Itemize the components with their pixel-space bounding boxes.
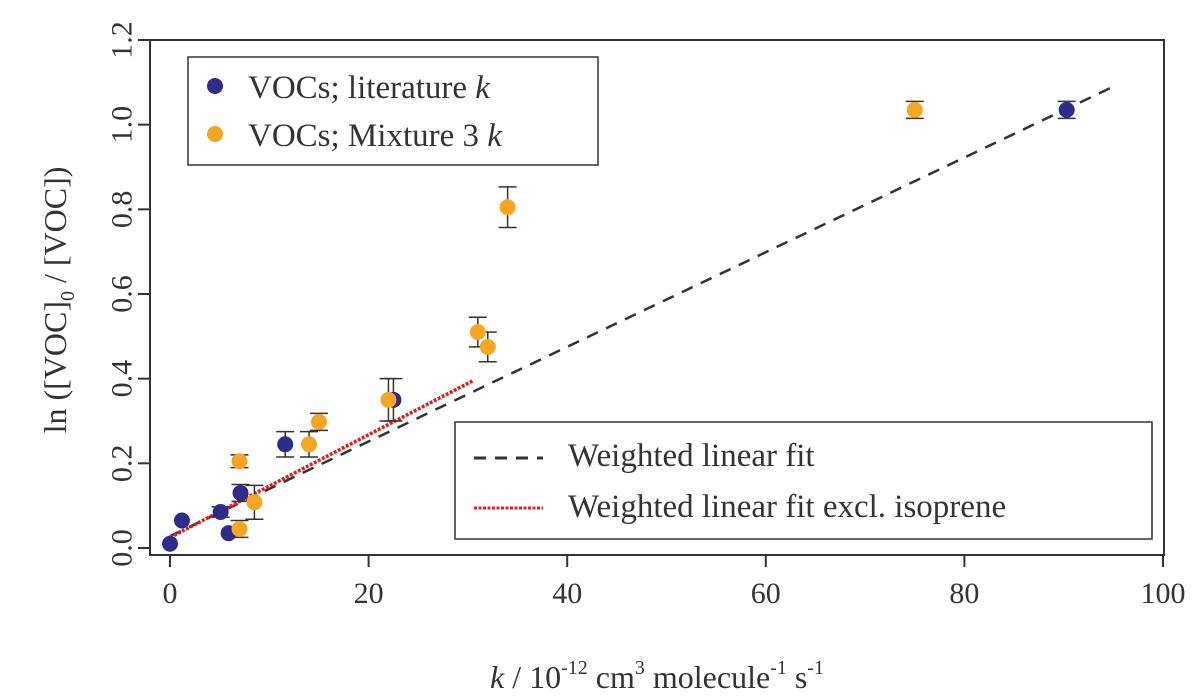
x-tick-label: 100 xyxy=(1141,577,1186,610)
y-tick-label: 1.2 xyxy=(106,21,139,59)
point-mixture3 xyxy=(906,101,923,118)
point-mixture3 xyxy=(301,436,318,453)
legend-label-literature: VOCs; literature k xyxy=(248,70,491,106)
point-literature xyxy=(173,512,190,529)
y-tick-label: 1.0 xyxy=(106,106,139,143)
legend-marker-mixture3 xyxy=(207,126,223,142)
point-mixture3 xyxy=(310,413,327,430)
x-tick-label: 0 xyxy=(163,577,178,610)
point-mixture3 xyxy=(479,338,496,355)
point-mixture3 xyxy=(499,199,516,216)
point-literature xyxy=(162,535,178,552)
data-points xyxy=(162,101,1075,552)
legend-lines: Weighted linear fit Weighted linear fit … xyxy=(454,421,1153,540)
point-literature xyxy=(212,504,229,521)
legend-marker-literature xyxy=(207,78,223,94)
legend-points-box xyxy=(187,56,599,166)
axis-ticks: 0 20 40 60 80 100 0.0 0.2 0.4 0.6 0.8 1.0 1.2 xyxy=(106,21,1186,610)
fit-line-weighted xyxy=(169,85,1114,538)
y-axis-title: ln ([VOC]0 / [VOC]) xyxy=(37,167,79,434)
y-tick-label: 0.8 xyxy=(106,191,139,229)
legend-label-mixture3: VOCs; Mixture 3 k xyxy=(248,118,503,154)
y-tick-label: 0.4 xyxy=(106,360,139,398)
x-tick-label: 20 xyxy=(354,577,384,610)
point-mixture3 xyxy=(231,453,248,470)
legend-label-weighted-fit: Weighted linear fit xyxy=(568,438,815,474)
y-tick-label: 0.2 xyxy=(106,445,139,483)
x-tick-label: 60 xyxy=(751,577,781,610)
y-tick-label: 0.6 xyxy=(106,275,139,313)
point-literature xyxy=(277,436,294,453)
legend-label-fit-excl-isoprene: Weighted linear fit excl. isoprene xyxy=(568,489,1006,525)
point-literature xyxy=(1058,101,1075,118)
y-tick-label: 0.0 xyxy=(106,529,139,567)
legend-points: VOCs; literature k VOCs; Mixture 3 k xyxy=(187,56,599,166)
point-mixture3 xyxy=(246,494,263,511)
point-mixture3 xyxy=(469,324,486,341)
x-axis-title: k / 10-12 cm3 molecule-1 s-1 xyxy=(490,657,824,695)
point-mixture3 xyxy=(231,520,248,537)
point-mixture3 xyxy=(380,391,397,408)
x-tick-label: 80 xyxy=(949,577,979,610)
point-literature xyxy=(232,484,249,501)
legend-lines-box xyxy=(454,421,1153,540)
x-tick-label: 40 xyxy=(552,577,582,610)
